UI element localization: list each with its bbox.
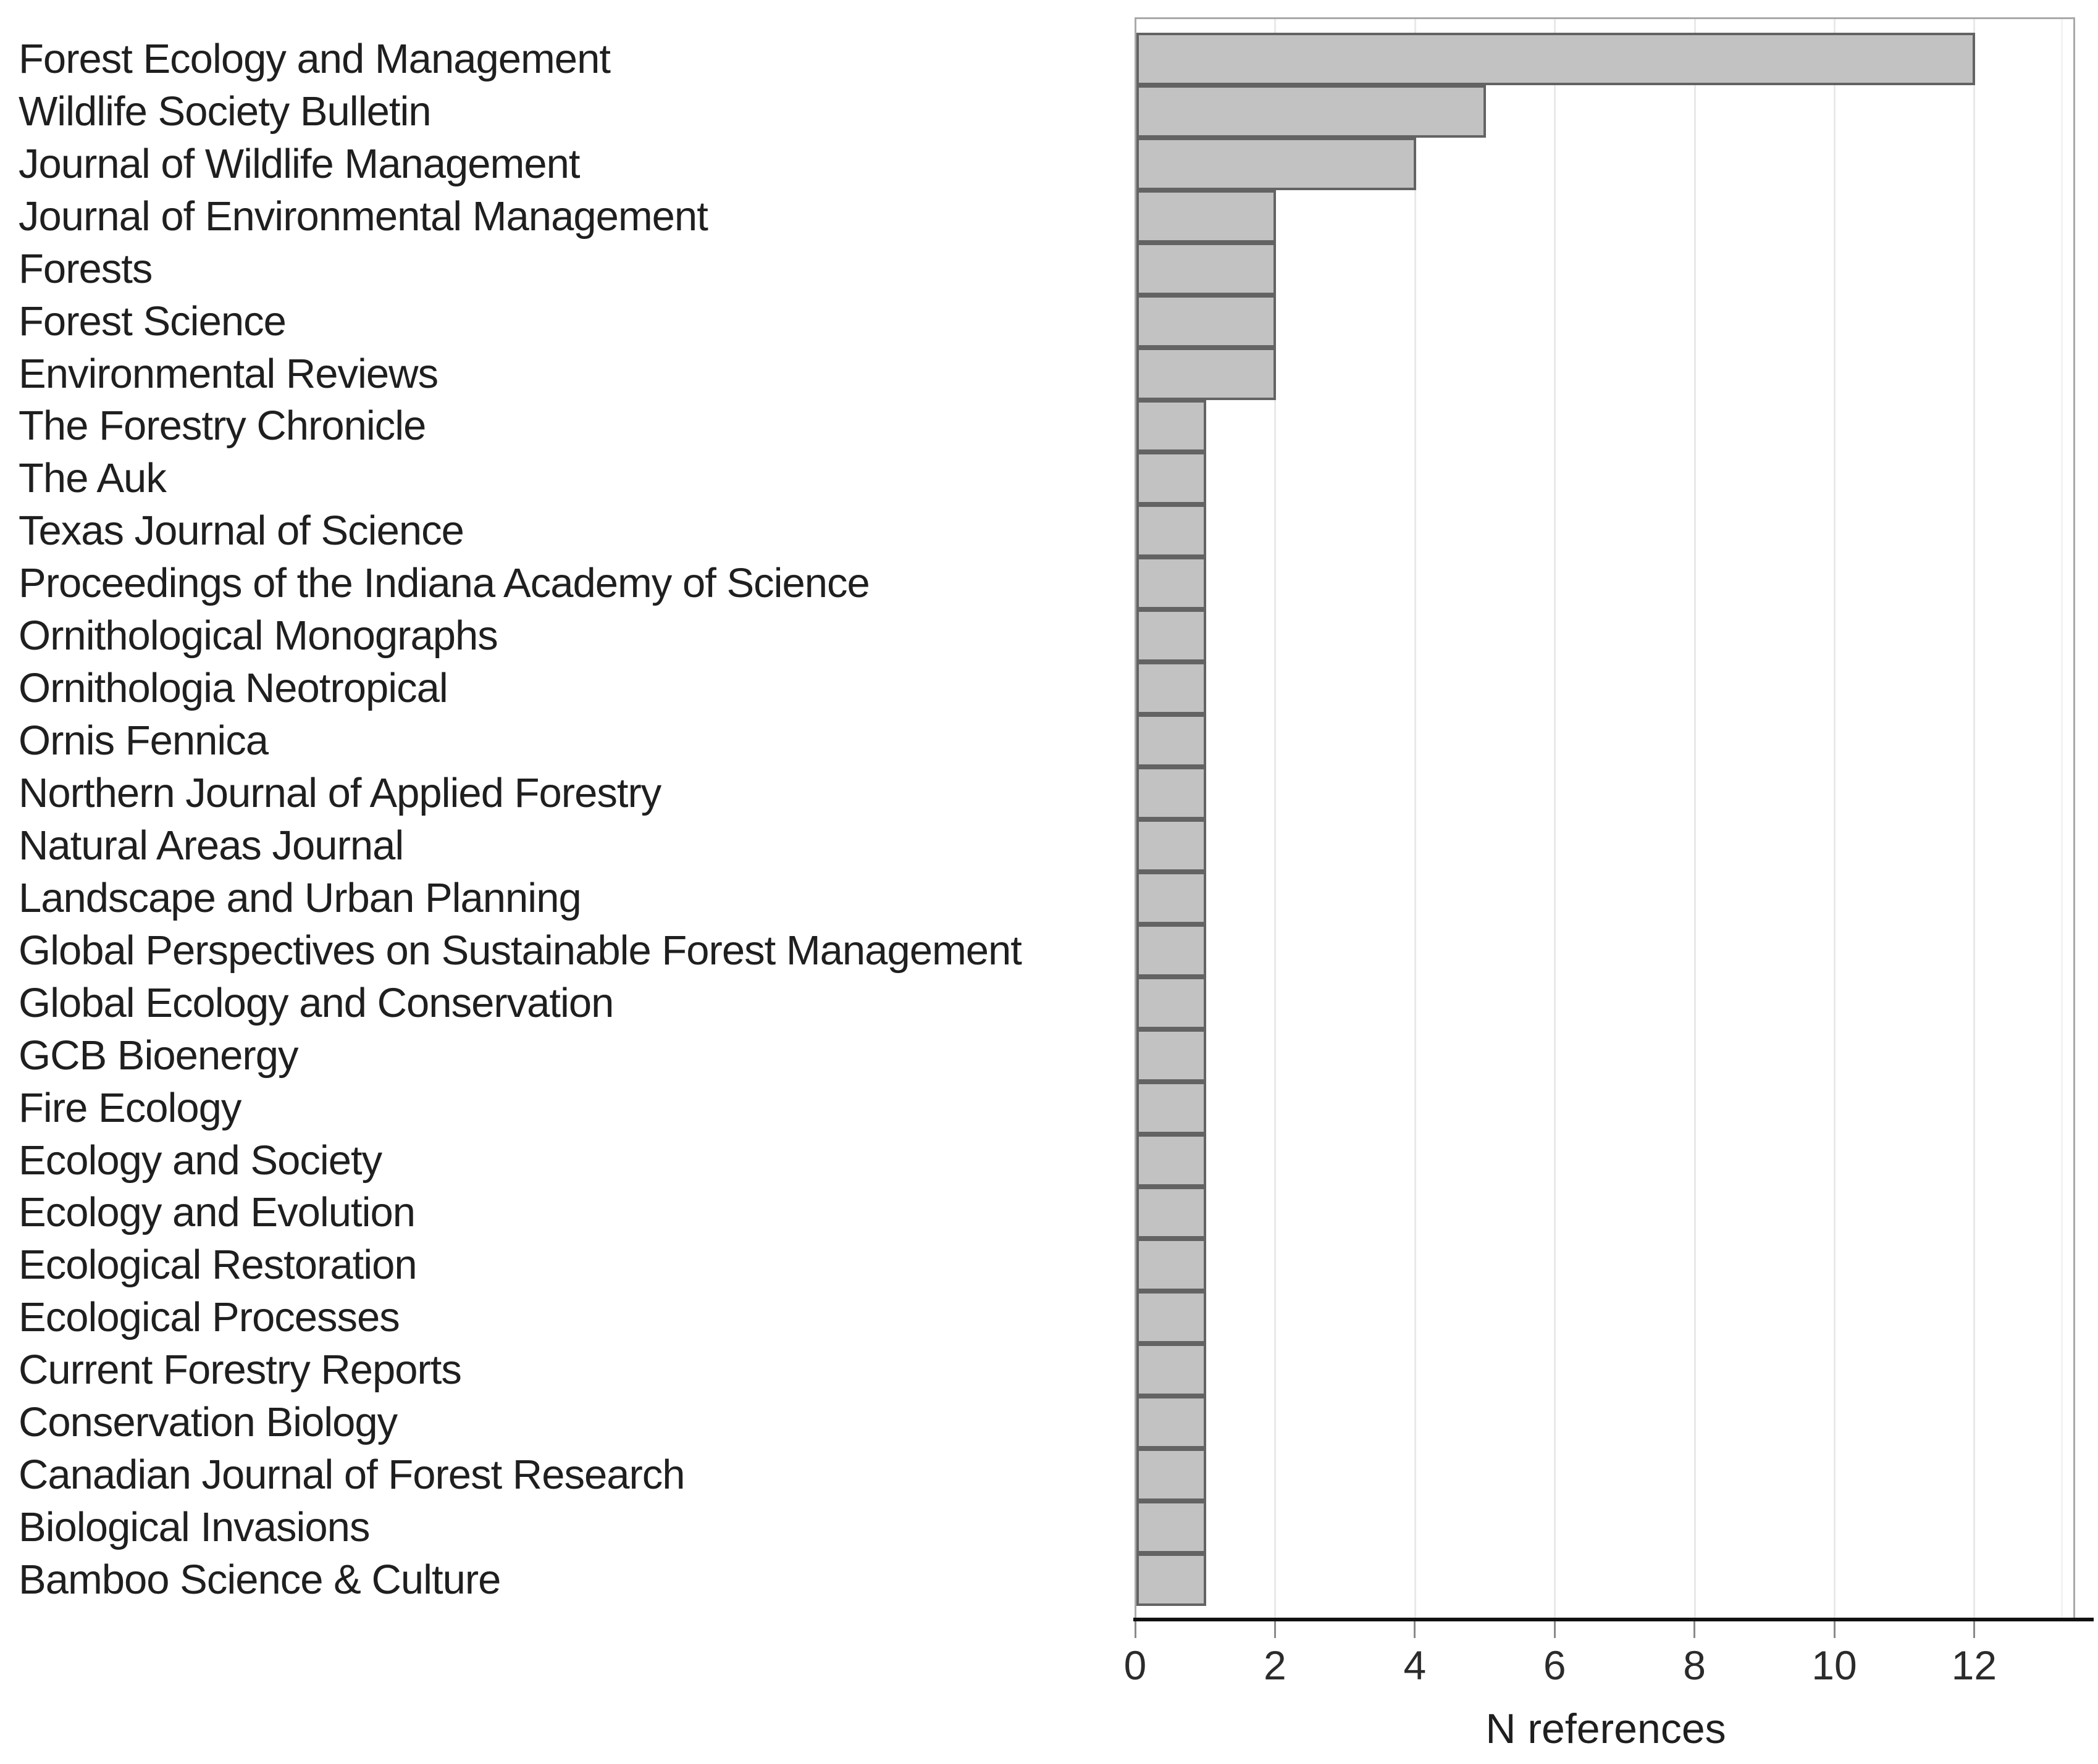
bar <box>1136 871 1207 924</box>
x-tick-label: 8 <box>1683 1642 1706 1688</box>
gridline <box>1834 19 1836 1620</box>
category-label: Forest Science <box>19 298 287 345</box>
x-tick <box>1973 1621 1975 1638</box>
bar <box>1136 399 1207 453</box>
category-label: Journal of Environmental Management <box>19 193 708 240</box>
bar <box>1136 609 1207 663</box>
x-axis-title: N references <box>1485 1705 1726 1752</box>
category-label: Ecology and Society <box>19 1137 382 1184</box>
category-label: GCB Bioenergy <box>19 1032 299 1079</box>
x-tick <box>1414 1621 1416 1638</box>
category-label: Ecological Restoration <box>19 1242 418 1289</box>
bar <box>1136 295 1277 348</box>
category-label: Ecology and Evolution <box>19 1189 416 1236</box>
bar <box>1136 1029 1207 1082</box>
gridline <box>1554 19 1556 1620</box>
plot-area <box>1135 17 2075 1620</box>
bar <box>1136 662 1207 715</box>
bar <box>1136 1239 1207 1292</box>
bar <box>1136 347 1277 400</box>
category-label: Ornithological Monographs <box>19 612 498 659</box>
x-tick-label: 12 <box>1951 1642 1997 1688</box>
x-tick <box>1553 1621 1556 1638</box>
x-tick-label: 10 <box>1811 1642 1857 1688</box>
bar <box>1136 1553 1207 1606</box>
gridline <box>1414 19 1416 1620</box>
x-tick <box>1693 1621 1696 1638</box>
bar <box>1136 1501 1207 1554</box>
x-tick <box>1134 1621 1136 1638</box>
x-tick-label: 6 <box>1543 1642 1566 1688</box>
category-label: Bamboo Science & Culture <box>19 1557 501 1603</box>
category-label: Northern Journal of Applied Forestry <box>19 770 661 816</box>
category-label: Ecological Processes <box>19 1294 400 1341</box>
category-label: Forests <box>19 245 153 292</box>
category-label: Proceedings of the Indiana Academy of Sc… <box>19 560 870 607</box>
x-tick <box>1273 1621 1276 1638</box>
bar <box>1136 137 1416 190</box>
gridline <box>1973 19 1976 1620</box>
x-tick-label: 4 <box>1403 1642 1427 1688</box>
category-label: Landscape and Urban Planning <box>19 874 582 921</box>
category-label: Canadian Journal of Forest Research <box>19 1452 686 1499</box>
x-tick-label: 0 <box>1123 1642 1147 1688</box>
bar <box>1136 819 1207 872</box>
bar <box>1136 504 1207 558</box>
category-label: The Forestry Chronicle <box>19 403 426 449</box>
category-label: Journal of Wildlife Management <box>19 140 580 187</box>
category-label: Environmental Reviews <box>19 350 438 397</box>
x-axis-line <box>1133 1618 2094 1621</box>
x-tick-label: 2 <box>1264 1642 1286 1688</box>
category-label: Fire Ecology <box>19 1084 241 1131</box>
bar <box>1136 85 1486 138</box>
bar <box>1136 557 1207 610</box>
category-label: Ornithologia Neotropical <box>19 665 448 712</box>
bar <box>1136 1344 1207 1397</box>
gridline <box>1693 19 1696 1620</box>
bar <box>1136 767 1207 819</box>
category-label: Current Forestry Reports <box>19 1347 462 1394</box>
category-label: The Auk <box>19 455 167 502</box>
category-label: Conservation Biology <box>19 1399 398 1446</box>
category-label: Ornis Fennica <box>19 717 269 764</box>
bar <box>1136 33 1976 85</box>
bar <box>1136 1186 1207 1239</box>
bar <box>1136 242 1277 295</box>
gridline <box>1274 19 1277 1620</box>
x-tick <box>1833 1621 1836 1638</box>
bar <box>1136 190 1277 243</box>
bar <box>1136 1134 1207 1187</box>
category-label: Global Perspectives on Sustainable Fores… <box>19 927 1022 974</box>
category-label: Wildlife Society Bulletin <box>19 88 432 135</box>
category-label: Natural Areas Journal <box>19 822 404 869</box>
bar <box>1136 1396 1207 1449</box>
bar <box>1136 714 1207 767</box>
category-label: Global Ecology and Conservation <box>19 979 614 1026</box>
bar <box>1136 452 1207 505</box>
bar <box>1136 1081 1207 1134</box>
bar <box>1136 924 1207 977</box>
bar <box>1136 1291 1207 1344</box>
category-label: Forest Ecology and Management <box>19 35 611 82</box>
bar <box>1136 976 1207 1029</box>
category-label: Texas Journal of Science <box>19 508 464 554</box>
category-label: Biological Invasions <box>19 1504 370 1551</box>
gridline-faint <box>2061 19 2063 1620</box>
bar <box>1136 1448 1207 1502</box>
